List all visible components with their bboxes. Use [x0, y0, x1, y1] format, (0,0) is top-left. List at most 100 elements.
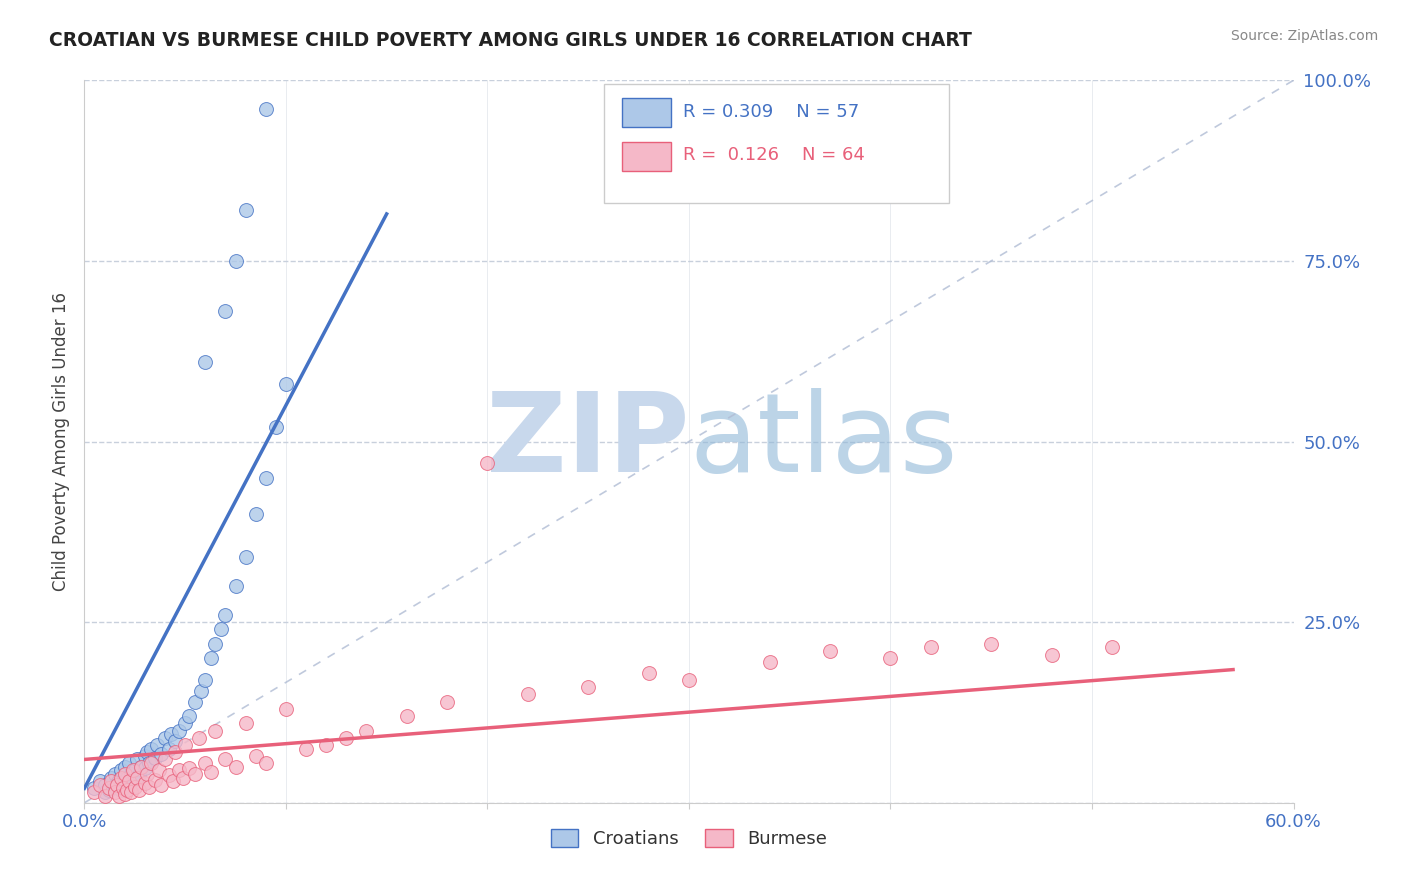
Point	[235, 716, 257, 731]
Point	[818, 644, 841, 658]
Point	[174, 738, 197, 752]
Point	[516, 687, 538, 701]
Point	[295, 741, 318, 756]
Point	[110, 782, 132, 797]
Point	[118, 756, 141, 770]
Point	[125, 752, 148, 766]
Point	[214, 752, 236, 766]
Point	[149, 747, 172, 761]
Point	[104, 785, 127, 799]
Point	[115, 771, 138, 785]
Point	[111, 781, 134, 796]
Point	[225, 579, 247, 593]
Point	[188, 731, 211, 745]
Point	[194, 355, 217, 369]
Point	[105, 775, 128, 789]
Point	[214, 607, 236, 622]
Point	[758, 655, 780, 669]
Point	[204, 723, 226, 738]
Point	[124, 764, 146, 778]
Point	[143, 751, 166, 765]
Point	[254, 756, 277, 770]
Point	[93, 785, 115, 799]
Point	[157, 741, 180, 756]
Point	[274, 702, 297, 716]
Point	[165, 745, 187, 759]
Point	[135, 745, 157, 759]
Point	[214, 304, 236, 318]
Point	[315, 738, 337, 752]
Point	[162, 774, 184, 789]
Point	[118, 775, 141, 789]
Point	[179, 761, 201, 775]
Point	[138, 756, 160, 770]
Text: R =  0.126    N = 64: R = 0.126 N = 64	[683, 146, 865, 164]
Point	[920, 640, 942, 655]
Point	[129, 760, 152, 774]
Point	[980, 637, 1002, 651]
Point	[114, 787, 136, 801]
Point	[134, 775, 156, 789]
Point	[356, 723, 378, 738]
Bar	[623, 142, 671, 170]
Point	[637, 665, 659, 680]
Point	[93, 789, 115, 803]
Point	[576, 680, 599, 694]
Point	[110, 764, 132, 778]
Text: atlas: atlas	[689, 388, 957, 495]
Point	[165, 734, 187, 748]
Point	[148, 764, 170, 778]
Point	[105, 778, 128, 792]
Point	[879, 651, 901, 665]
Point	[254, 102, 277, 116]
Point	[172, 771, 194, 785]
Point	[1040, 648, 1063, 662]
Point	[153, 731, 176, 745]
Point	[97, 781, 120, 796]
Point	[110, 771, 132, 785]
Point	[184, 695, 207, 709]
Point	[160, 727, 183, 741]
Point	[157, 768, 180, 782]
Point	[134, 748, 156, 763]
Point	[125, 771, 148, 785]
Point	[184, 767, 207, 781]
Point	[121, 764, 143, 778]
Point	[477, 456, 499, 470]
Point	[107, 789, 129, 803]
Point	[245, 507, 267, 521]
Point	[97, 782, 120, 797]
Point	[194, 673, 217, 687]
Point	[200, 651, 222, 665]
Text: Source: ZipAtlas.com: Source: ZipAtlas.com	[1230, 29, 1378, 43]
Point	[174, 716, 197, 731]
Point	[254, 470, 277, 484]
Point	[114, 767, 136, 781]
Point	[89, 774, 111, 789]
Bar	[623, 98, 671, 128]
Point	[264, 420, 287, 434]
Legend: Croatians, Burmese: Croatians, Burmese	[544, 822, 834, 855]
Point	[139, 741, 162, 756]
Point	[129, 760, 152, 774]
Point	[153, 752, 176, 766]
Point	[124, 780, 146, 794]
Y-axis label: Child Poverty Among Girls Under 16: Child Poverty Among Girls Under 16	[52, 292, 70, 591]
Point	[120, 785, 142, 799]
Point	[100, 774, 122, 789]
Text: ZIP: ZIP	[485, 388, 689, 495]
Point	[128, 768, 150, 782]
Point	[114, 760, 136, 774]
Point	[121, 772, 143, 787]
Point	[149, 778, 172, 792]
Point	[128, 782, 150, 797]
Point	[83, 785, 105, 799]
Point	[104, 767, 127, 781]
Point	[83, 781, 105, 796]
Point	[93, 778, 115, 792]
Point	[1101, 640, 1123, 655]
Point	[225, 253, 247, 268]
Point	[209, 623, 232, 637]
Point	[100, 771, 122, 785]
Point	[436, 695, 458, 709]
